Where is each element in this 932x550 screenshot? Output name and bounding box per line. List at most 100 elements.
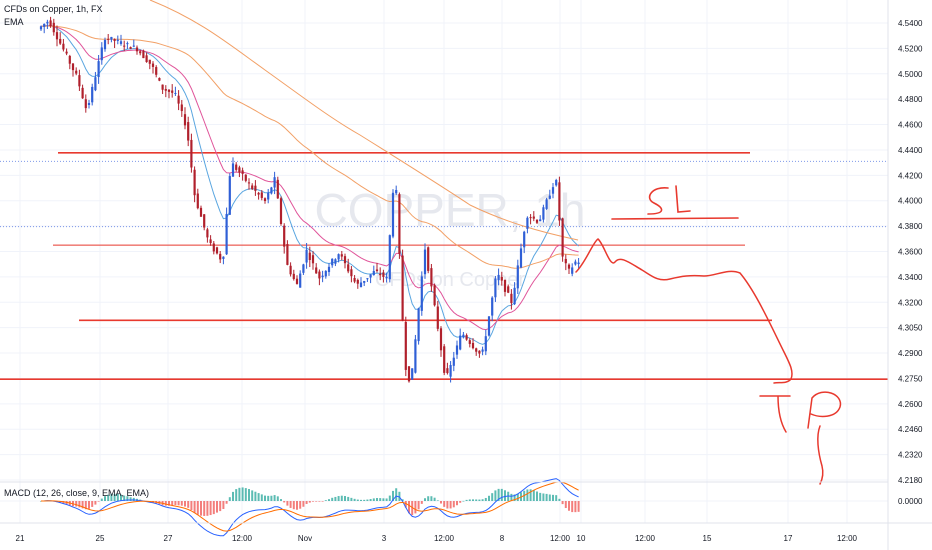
macd-histogram-bar xyxy=(129,497,132,501)
horizontal-levels[interactable] xyxy=(0,152,888,381)
candle-body xyxy=(446,368,449,374)
candle xyxy=(315,263,318,274)
candle xyxy=(311,251,315,270)
candle-body xyxy=(542,207,545,220)
candle xyxy=(535,219,539,225)
sl-underline xyxy=(611,217,739,220)
symbol-title[interactable]: CFDs on Copper, 1h, FX xyxy=(4,4,103,14)
macd-histogram-bar xyxy=(516,493,519,501)
candle xyxy=(129,46,132,50)
y-tick-label: 4.2320 xyxy=(898,451,923,460)
candle-body xyxy=(273,177,276,188)
candle-body xyxy=(94,77,97,91)
macd-histogram-bar xyxy=(248,489,250,501)
macd-axis-label: 0.0000 xyxy=(898,497,923,506)
candle xyxy=(308,246,311,268)
time-axis[interactable]: 21 25 27 12:00 Nov 3 12:00 8 12:00 10 12:00 15 17 12:… xyxy=(0,481,932,543)
candle xyxy=(65,48,68,56)
candle-body xyxy=(126,43,129,45)
x-tick-label: 17 xyxy=(784,534,793,543)
macd-histogram-bar xyxy=(203,501,206,516)
candle-body xyxy=(46,21,49,24)
candle-body xyxy=(471,342,475,349)
candle-body xyxy=(423,249,427,275)
candle-body xyxy=(363,280,366,283)
candle xyxy=(212,241,215,255)
macd-histogram-bar xyxy=(548,494,551,501)
candle xyxy=(84,94,87,113)
macd-histogram-bar xyxy=(212,501,215,515)
candle xyxy=(366,278,369,282)
macd-histogram-bar xyxy=(228,497,231,501)
candle xyxy=(459,328,462,351)
macd-histogram-bar xyxy=(100,498,103,501)
macd-histogram-bar xyxy=(232,491,234,501)
candle-body xyxy=(39,26,43,30)
macd-indicator-label[interactable]: MACD (12, 26, close, 9, EMA, EMA) xyxy=(4,488,150,498)
macd-histogram-bar xyxy=(308,501,311,503)
candle-body xyxy=(315,267,318,274)
macd-histogram-bar xyxy=(94,501,97,505)
candle xyxy=(516,259,519,295)
candle xyxy=(519,243,523,269)
macd-histogram-bar xyxy=(545,493,548,501)
macd-histogram-bar xyxy=(513,494,516,501)
price-axis[interactable]: 4.5400 4.5200 4.5000 4.4800 4.4600 4.4400 4.42… xyxy=(887,0,923,550)
candle xyxy=(395,185,398,196)
candle xyxy=(75,67,78,76)
y-tick-label: 4.4600 xyxy=(898,121,923,130)
macd-histogram-bar xyxy=(385,498,388,501)
candle xyxy=(401,249,404,322)
candle xyxy=(132,39,135,48)
candle xyxy=(468,338,471,348)
tp-letter-t xyxy=(759,395,791,433)
macd-line xyxy=(40,478,579,537)
candle xyxy=(539,215,542,222)
macd-histogram-bar xyxy=(459,501,462,503)
macd-histogram-bar xyxy=(430,496,433,501)
candle-body xyxy=(299,273,302,288)
candle xyxy=(241,167,244,181)
candle xyxy=(436,300,439,332)
candle-body xyxy=(193,169,196,196)
candle xyxy=(420,271,423,316)
candle xyxy=(151,61,155,74)
macd-histogram-bar xyxy=(564,501,567,509)
macd-histogram-bar xyxy=(497,488,500,501)
y-tick-label: 4.2180 xyxy=(898,476,923,485)
candle xyxy=(139,49,142,56)
candle-body xyxy=(564,258,567,264)
candle-body xyxy=(321,275,324,278)
macd-histogram-bar xyxy=(91,501,94,507)
sl-letter-s xyxy=(647,187,669,215)
macd-histogram-bar xyxy=(526,489,529,501)
macd-histogram-bar xyxy=(200,501,202,516)
candle-body xyxy=(526,217,529,229)
macd-histogram-bar xyxy=(222,501,225,509)
candle-body xyxy=(433,285,436,306)
candle-body xyxy=(167,89,171,92)
candle-body xyxy=(183,114,187,126)
y-tick-label: 4.3200 xyxy=(898,298,923,307)
ema-indicator-label[interactable]: EMA xyxy=(4,17,24,27)
candle-body xyxy=(545,199,548,209)
candle xyxy=(71,63,75,77)
x-tick-label: 8 xyxy=(500,534,505,543)
candle-body xyxy=(52,22,55,33)
candle xyxy=(231,157,235,177)
watermark-description: CFDs on Copper xyxy=(375,269,525,291)
freehand-drawing[interactable] xyxy=(575,185,842,485)
ema-long-line xyxy=(149,0,579,241)
candle xyxy=(347,258,350,274)
candle xyxy=(171,84,174,98)
macd-histogram-bar xyxy=(353,498,356,501)
macd-histogram-bar xyxy=(267,495,270,501)
candle-body xyxy=(231,163,235,177)
candle-body xyxy=(203,214,206,228)
candle xyxy=(87,99,91,109)
macd-histogram-bar xyxy=(171,501,174,506)
candle-body xyxy=(436,306,439,329)
macd-histogram-bar xyxy=(334,496,337,501)
